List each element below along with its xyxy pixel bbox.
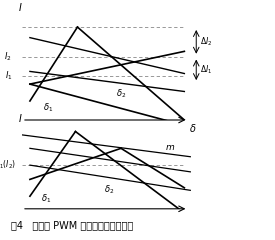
- Text: $\delta_2$: $\delta_2$: [104, 183, 114, 196]
- Text: $I_2$: $I_2$: [4, 50, 12, 63]
- Text: $\Delta I_2$: $\Delta I_2$: [200, 36, 213, 48]
- Text: $m$: $m$: [164, 143, 175, 152]
- Text: $\delta_2$: $\delta_2$: [116, 88, 126, 100]
- Text: 图4   电流型 PWM 控制器平均电流曲线: 图4 电流型 PWM 控制器平均电流曲线: [11, 220, 133, 230]
- Text: $\Delta I_1$: $\Delta I_1$: [200, 64, 213, 76]
- Text: $\delta$: $\delta$: [189, 122, 196, 134]
- Text: $I$: $I$: [18, 1, 22, 13]
- Text: $I_1(I_2)$: $I_1(I_2)$: [0, 159, 16, 171]
- Text: $I$: $I$: [18, 112, 22, 124]
- Text: $\delta_1$: $\delta_1$: [43, 102, 53, 114]
- Text: $I_1$: $I_1$: [4, 69, 12, 82]
- Text: $\delta_1$: $\delta_1$: [41, 192, 51, 205]
